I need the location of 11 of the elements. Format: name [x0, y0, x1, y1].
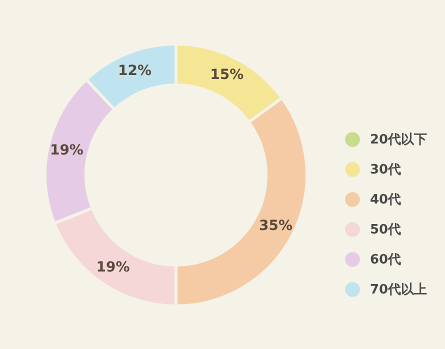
legend-label: 50代: [370, 222, 402, 238]
data-label: 19%: [50, 142, 84, 159]
data-label: 19%: [96, 260, 130, 276]
data-label: 15%: [210, 67, 244, 84]
legend-label: 60代: [370, 252, 402, 268]
legend-label: 40代: [370, 192, 402, 208]
legend-label: 30代: [370, 162, 402, 178]
data-label: 35%: [259, 218, 293, 234]
legend-label: 20代以下: [370, 132, 428, 148]
data-label: 12%: [118, 62, 152, 79]
legend-label: 70代以上: [370, 282, 428, 298]
